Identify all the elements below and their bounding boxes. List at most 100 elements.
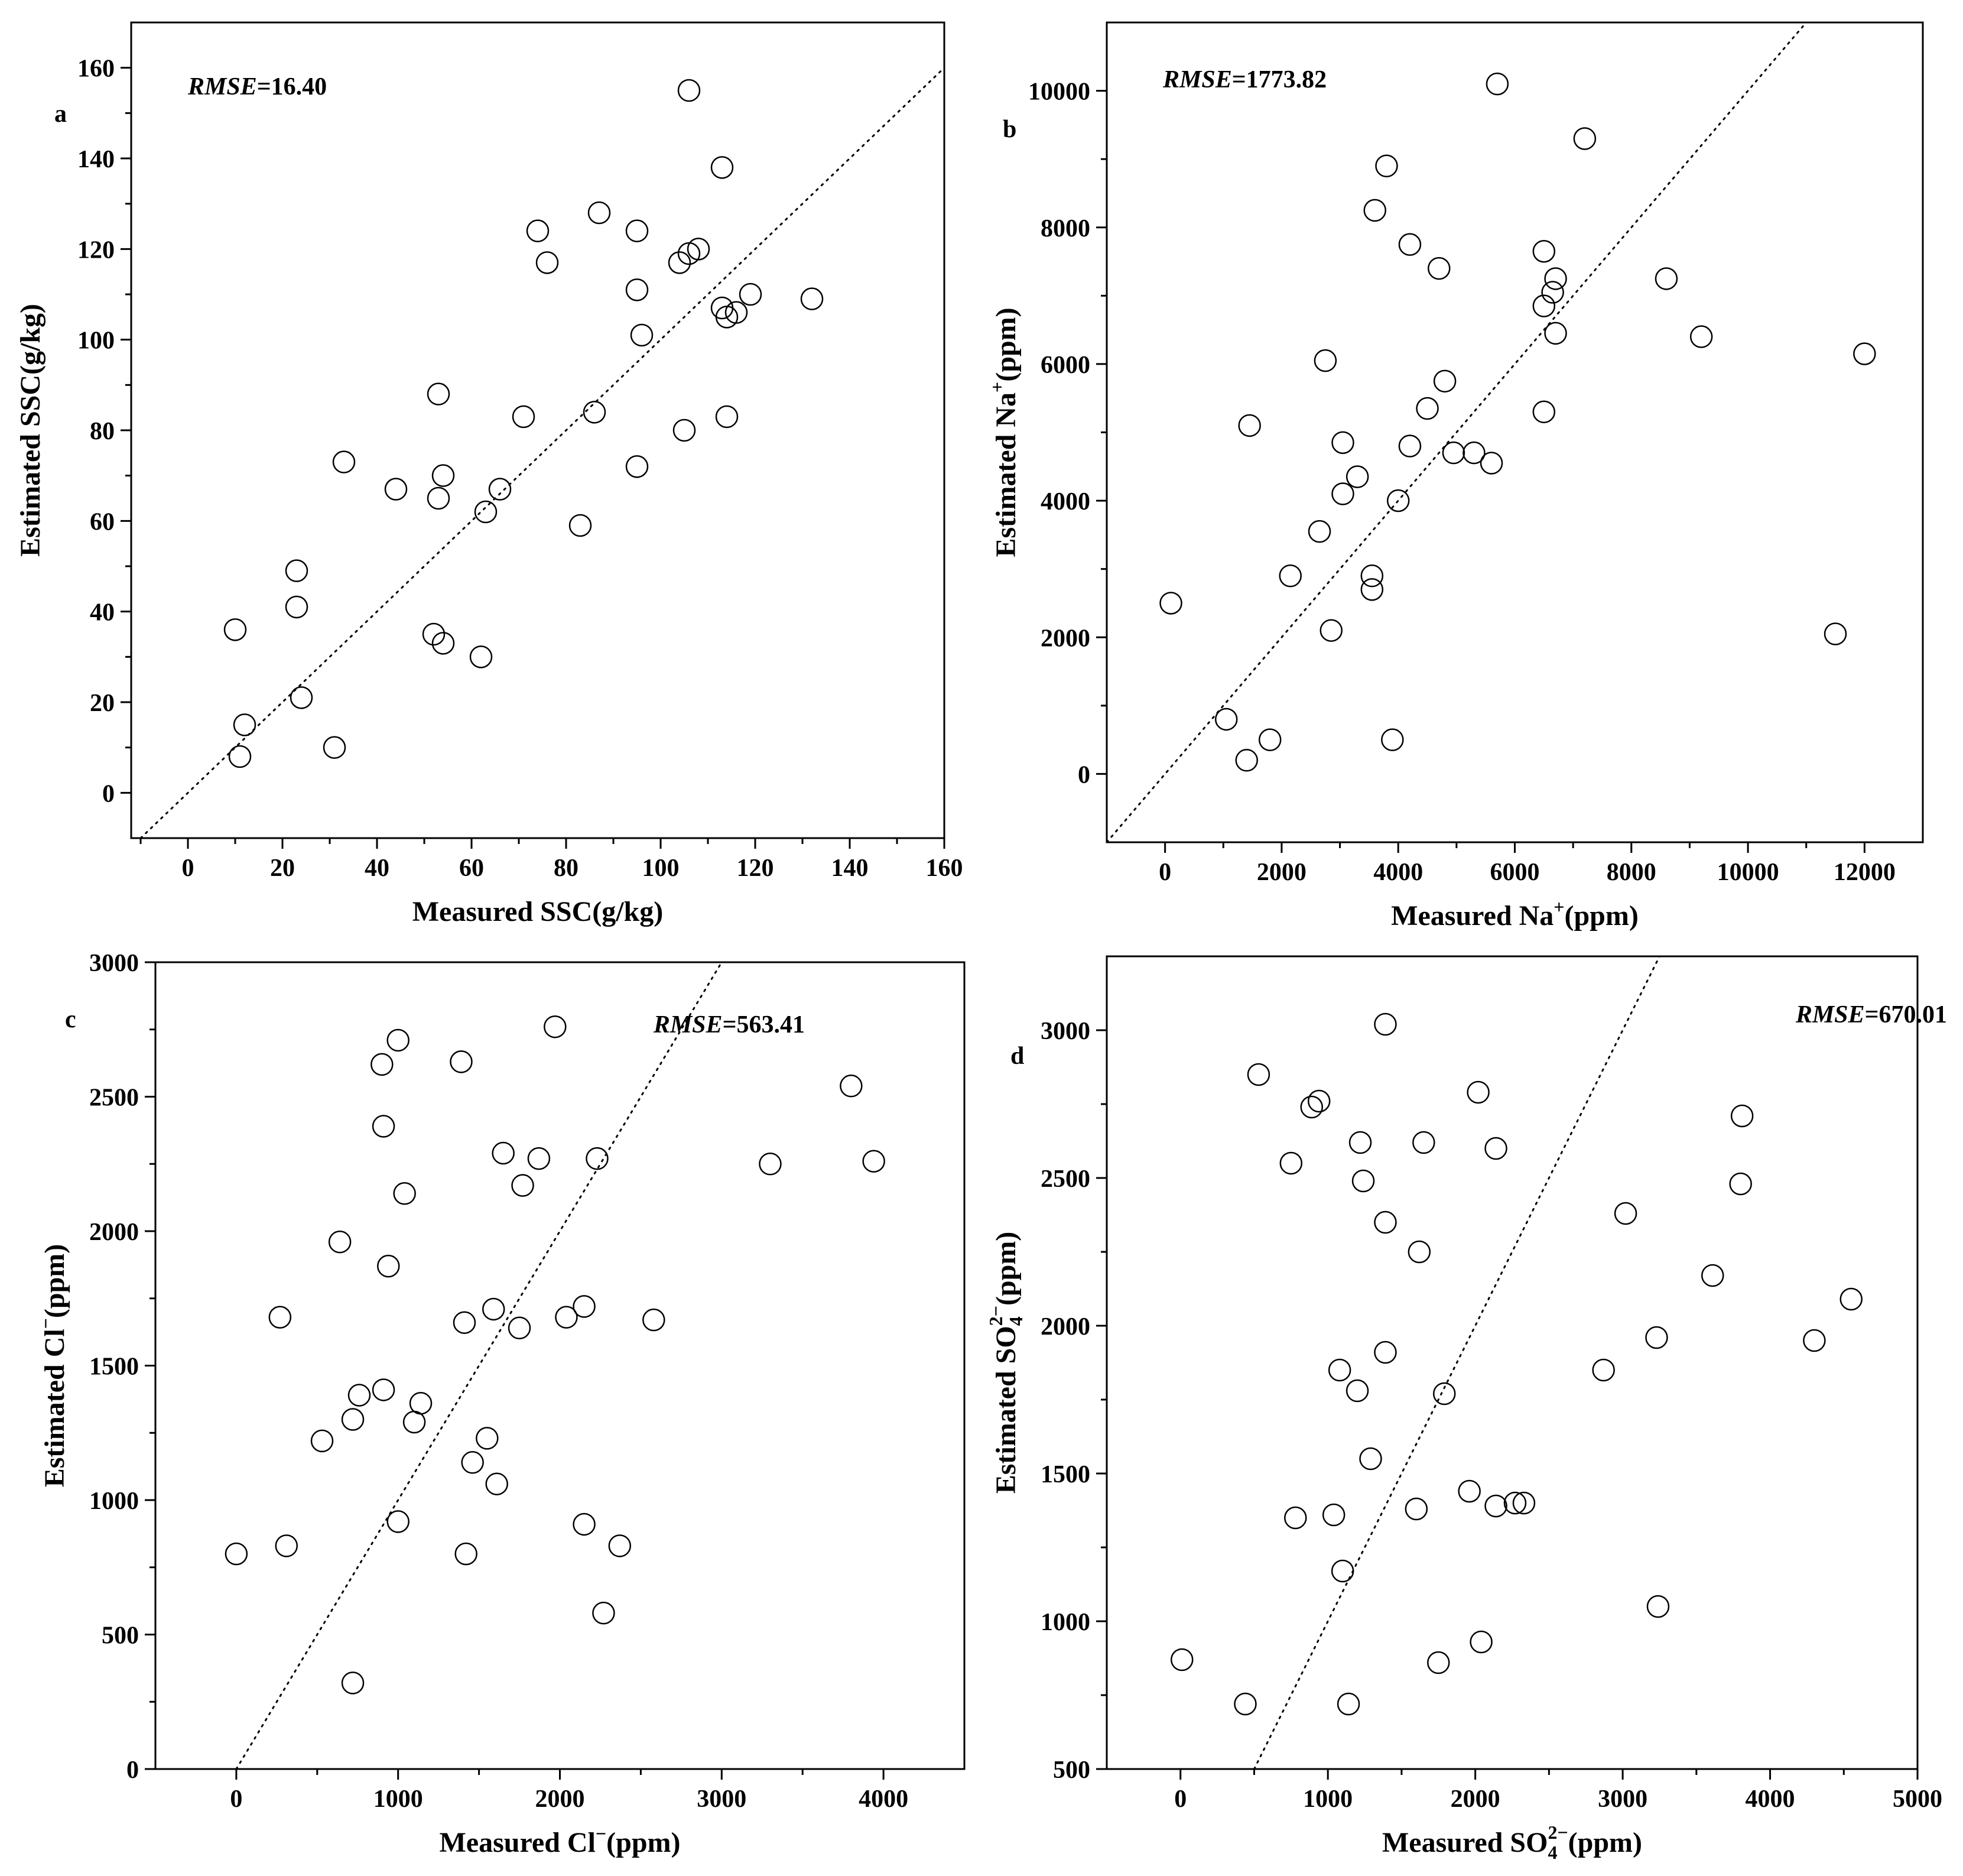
x-axis-label: Measured Cl−(ppm) bbox=[440, 1823, 681, 1858]
axis-label-unit: (ppm) bbox=[39, 1244, 70, 1318]
rmse-label: RMSE bbox=[1795, 1001, 1865, 1028]
data-point bbox=[1458, 1479, 1481, 1503]
data-point bbox=[1235, 749, 1258, 772]
data-point bbox=[372, 1115, 395, 1138]
x-tick-label: 4000 bbox=[859, 1786, 908, 1813]
rmse-value: =16.40 bbox=[257, 73, 327, 100]
data-point bbox=[527, 1147, 551, 1170]
data-point bbox=[1730, 1104, 1754, 1128]
data-point bbox=[341, 1671, 365, 1695]
data-point bbox=[1405, 1497, 1428, 1521]
data-point bbox=[341, 1408, 365, 1431]
y-tick-label: 3000 bbox=[89, 950, 139, 977]
reference-line-1to1 bbox=[1107, 22, 1808, 842]
data-point bbox=[431, 632, 455, 655]
data-point bbox=[1416, 397, 1439, 420]
data-point bbox=[1462, 441, 1486, 465]
y-tick-label: 80 bbox=[90, 418, 115, 445]
data-point bbox=[1532, 400, 1556, 424]
data-point bbox=[1247, 1063, 1270, 1086]
data-point bbox=[1541, 281, 1564, 304]
data-point bbox=[461, 1451, 484, 1474]
data-point bbox=[328, 1230, 352, 1254]
data-point bbox=[370, 1053, 394, 1076]
data-point bbox=[393, 1182, 416, 1205]
axis-label-unit: (ppm) bbox=[1564, 900, 1638, 931]
data-point bbox=[347, 1384, 371, 1407]
data-point bbox=[739, 283, 762, 306]
y-tick-label: 60 bbox=[90, 508, 115, 535]
data-point bbox=[453, 1311, 476, 1334]
axis-label-text: Estimated Na bbox=[990, 392, 1022, 557]
x-tick-label: 0 bbox=[230, 1786, 242, 1813]
x-tick-label: 10000 bbox=[1717, 859, 1779, 886]
data-point bbox=[1655, 267, 1678, 290]
axis-label-text: Estimated Cl bbox=[39, 1329, 70, 1487]
x-tick-label: 140 bbox=[831, 855, 869, 882]
rmse-annotation: RMSE=563.41 bbox=[653, 1011, 805, 1038]
data-point bbox=[1258, 728, 1282, 751]
data-point bbox=[715, 405, 739, 429]
data-point bbox=[454, 1542, 477, 1566]
y-tick-label: 0 bbox=[1078, 761, 1090, 788]
data-point bbox=[1470, 1630, 1493, 1654]
x-tick-label: 0 bbox=[182, 855, 194, 882]
data-point bbox=[1398, 233, 1422, 256]
axis-label-text: Measured SSC(g/kg) bbox=[412, 896, 663, 927]
panel-d: 0 1000 2000 3000 4000 5000 500 1000 1500 2000 2500… bbox=[985, 955, 1947, 1863]
data-point bbox=[1360, 564, 1384, 588]
data-point bbox=[1532, 239, 1556, 263]
y-tick-label: 2000 bbox=[89, 1219, 139, 1246]
data-point bbox=[535, 251, 559, 274]
data-point bbox=[482, 1297, 505, 1321]
data-point bbox=[1486, 72, 1509, 96]
data-point bbox=[573, 1513, 596, 1536]
y-tick-label: 8000 bbox=[1041, 215, 1090, 242]
data-point bbox=[630, 323, 654, 347]
data-point bbox=[583, 401, 606, 424]
data-point bbox=[223, 618, 247, 641]
axis-label-superscript: + bbox=[986, 382, 1008, 392]
data-point bbox=[625, 278, 649, 301]
data-point bbox=[568, 514, 592, 537]
data-point bbox=[228, 745, 252, 768]
plot-frame bbox=[1106, 21, 1924, 843]
rmse-annotation: RMSE=1773.82 bbox=[1162, 66, 1327, 93]
panel-a: 0 20 40 60 80 100 120 140 160 0 20 40 60 80 100 120 140 1… bbox=[15, 21, 963, 927]
data-point bbox=[1480, 452, 1503, 475]
data-point bbox=[1300, 1095, 1323, 1119]
axis-label-superscript: 2− bbox=[1548, 1822, 1568, 1843]
data-point bbox=[1170, 1648, 1194, 1671]
data-point bbox=[1328, 1358, 1351, 1382]
data-point bbox=[1544, 322, 1567, 345]
data-point bbox=[377, 1254, 400, 1278]
data-point bbox=[1592, 1358, 1615, 1382]
data-point bbox=[1322, 1503, 1346, 1527]
x-axis-label: Measured SSC(g/kg) bbox=[412, 896, 663, 927]
data-point bbox=[323, 736, 346, 759]
data-point bbox=[544, 1015, 567, 1038]
data-point bbox=[1729, 1172, 1752, 1196]
axis-label-superscript: − bbox=[35, 1318, 56, 1329]
axis-label-text: Estimated SSC(g/kg) bbox=[15, 304, 46, 557]
data-point bbox=[1398, 434, 1422, 457]
x-tick-label: 2000 bbox=[1451, 1786, 1500, 1813]
data-point bbox=[862, 1150, 885, 1173]
x-tick-label: 8000 bbox=[1607, 859, 1656, 886]
x-tick-label: 40 bbox=[365, 855, 389, 882]
data-point bbox=[573, 1295, 596, 1318]
data-point bbox=[1573, 127, 1597, 150]
data-point bbox=[1159, 592, 1182, 615]
y-tick-label: 2000 bbox=[1041, 625, 1090, 652]
panel-label: c bbox=[65, 1006, 76, 1033]
rmse-value: =1773.82 bbox=[1232, 66, 1327, 93]
data-point bbox=[1360, 578, 1384, 601]
data-point bbox=[1238, 414, 1261, 437]
plot-frame bbox=[1106, 955, 1919, 1770]
y-tick-label: 1000 bbox=[1041, 1609, 1090, 1636]
data-point bbox=[1484, 1494, 1507, 1518]
x-tick-label: 1000 bbox=[373, 1786, 423, 1813]
data-point bbox=[422, 622, 446, 646]
axis-label-superscript: 2− bbox=[985, 1306, 1006, 1326]
